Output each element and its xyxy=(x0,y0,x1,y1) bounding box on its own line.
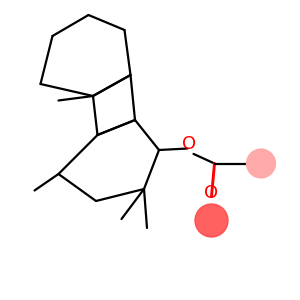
Circle shape xyxy=(195,204,228,237)
Text: O: O xyxy=(182,135,196,153)
Circle shape xyxy=(247,149,275,178)
Text: O: O xyxy=(204,184,219,202)
